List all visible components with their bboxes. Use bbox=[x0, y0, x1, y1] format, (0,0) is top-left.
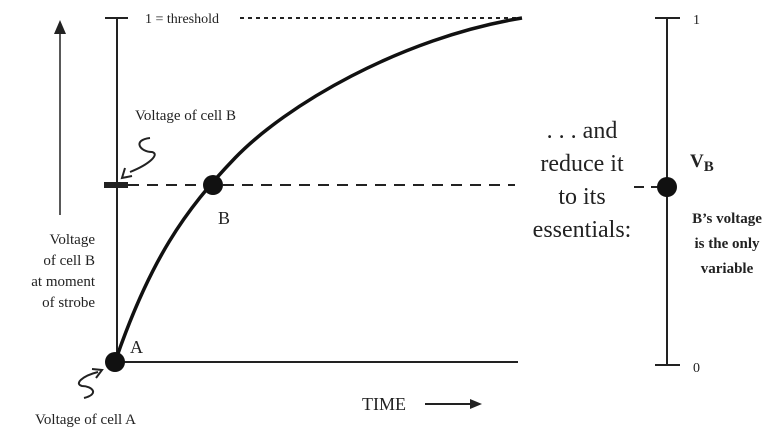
note: is the only bbox=[694, 236, 760, 252]
axis-label: of strobe bbox=[42, 295, 95, 311]
note: variable bbox=[701, 261, 754, 277]
arrow-head bbox=[470, 399, 482, 409]
threshold-label: 1 = threshold bbox=[145, 12, 219, 27]
note: B’s voltage bbox=[692, 211, 762, 227]
arrow-head bbox=[91, 368, 104, 379]
variable-label: VB bbox=[690, 151, 714, 175]
v: V bbox=[690, 151, 704, 172]
point-b bbox=[203, 175, 223, 195]
point-label: A bbox=[130, 337, 143, 357]
curve bbox=[113, 16, 523, 363]
arrow-head bbox=[120, 167, 133, 180]
axis-label: of cell B bbox=[43, 253, 95, 269]
axis-label: at moment bbox=[31, 274, 96, 290]
tick-label: 0 bbox=[693, 361, 700, 376]
point bbox=[657, 177, 677, 197]
label: Voltage of cell A bbox=[35, 412, 136, 428]
text-line: essentials: bbox=[533, 217, 632, 243]
text-line: . . . and bbox=[547, 118, 618, 144]
v-sub: B bbox=[704, 159, 714, 175]
axis-label: Voltage bbox=[49, 232, 95, 248]
squiggle bbox=[77, 371, 99, 399]
squiggle bbox=[129, 137, 156, 173]
point-a bbox=[105, 352, 125, 372]
arrow-head bbox=[54, 20, 66, 34]
label: Voltage of cell B bbox=[135, 108, 236, 124]
point-label: B bbox=[218, 208, 230, 228]
time-label: TIME bbox=[362, 394, 406, 414]
text-line: to its bbox=[558, 184, 605, 210]
tick-label: 1 bbox=[693, 13, 700, 28]
text-line: reduce it bbox=[540, 151, 624, 177]
